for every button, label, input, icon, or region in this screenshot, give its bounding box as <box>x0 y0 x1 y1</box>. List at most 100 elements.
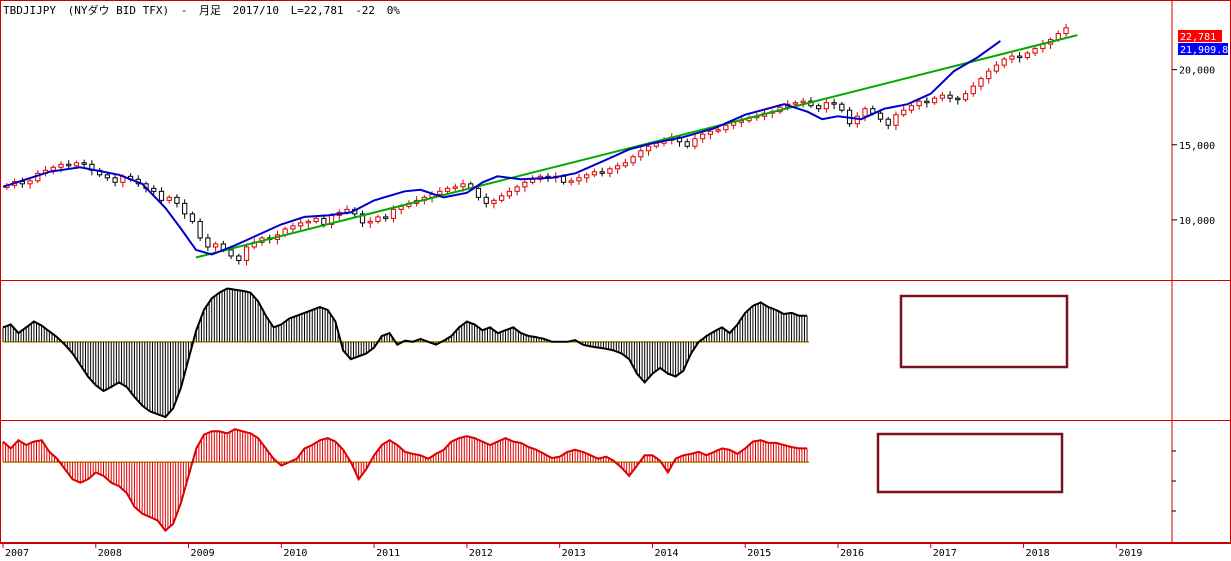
candle-body <box>1024 52 1031 59</box>
chart-frame <box>0 0 1231 544</box>
time-tick-label: 2011 <box>376 548 400 559</box>
header-name: (NYダウ BID TFX) <box>68 3 169 17</box>
highlight-boxes <box>876 294 1069 494</box>
candle-body <box>962 93 969 101</box>
candle-body <box>460 183 466 188</box>
candle-body <box>800 100 806 104</box>
candle-body <box>792 102 799 105</box>
header-period: 月足 <box>199 4 221 17</box>
candle-body <box>955 97 961 101</box>
last-price-tag-label: 22,781 <box>1180 32 1216 43</box>
candle-body <box>81 162 87 165</box>
time-tick-label: 2013 <box>562 548 586 559</box>
candle-body <box>1009 55 1015 60</box>
time-tick-label: 2019 <box>1118 548 1142 559</box>
candle-body <box>243 246 250 261</box>
highlight-box-oscillator-1 <box>899 294 1069 369</box>
candle-body <box>885 118 891 126</box>
candle-body <box>931 97 938 104</box>
candle-body <box>522 181 528 188</box>
candle-body <box>321 217 327 225</box>
last-price-tag <box>1178 30 1222 42</box>
time-tick-label: 2009 <box>191 548 215 559</box>
candle-body <box>298 222 304 227</box>
candlestick-series <box>4 23 1069 266</box>
candle-body <box>638 150 644 158</box>
candle-body <box>212 243 219 248</box>
candle-body <box>816 105 822 110</box>
candle-body <box>182 202 188 215</box>
header-change: -22 <box>355 4 375 17</box>
time-tick-label: 2014 <box>654 548 678 559</box>
candle-body <box>58 163 64 168</box>
candle-body <box>854 115 860 125</box>
candle-body <box>893 114 899 126</box>
oscillator-line <box>2 428 807 533</box>
highlight-box-oscillator-2 <box>876 432 1064 494</box>
candle-body <box>568 180 574 183</box>
candle-body <box>491 199 497 204</box>
candle-body <box>104 174 110 179</box>
candle-body <box>359 213 366 224</box>
moving-average-line <box>2 40 1001 256</box>
candle-body <box>1032 48 1038 54</box>
time-tick-label: 2016 <box>840 548 864 559</box>
candle-body <box>444 187 451 192</box>
candle-body <box>831 102 837 105</box>
time-tick-label: 2012 <box>469 548 493 559</box>
candle-body <box>622 162 628 167</box>
axis-ticks <box>2 69 1177 548</box>
candle-body <box>684 141 690 147</box>
chart-header: TBDJIJPY (NYダウ BID TFX) - 月足 2017/10 L=2… <box>3 3 400 17</box>
candle-body <box>475 187 482 198</box>
candle-body <box>978 78 984 87</box>
oscillator-1-bars <box>2 287 808 419</box>
candle-body <box>151 187 157 192</box>
ma-price-tag <box>1178 43 1228 55</box>
candle-body <box>591 171 598 176</box>
header-separator: - <box>181 4 188 17</box>
candle-body <box>189 213 196 222</box>
trendline <box>195 34 1078 259</box>
candle-body <box>723 124 729 131</box>
candle-body <box>305 220 312 224</box>
candle-body <box>236 255 242 261</box>
candle-body <box>197 220 203 239</box>
oscillator-line <box>2 287 807 419</box>
header-last: L=22,781 <box>291 4 344 17</box>
header-date: 2017/10 <box>233 4 279 17</box>
candle-body <box>313 217 319 222</box>
candle-body <box>707 130 714 135</box>
candle-body <box>112 177 118 183</box>
candle-body <box>630 156 636 164</box>
candle-body <box>970 85 976 95</box>
candle-body <box>1063 27 1069 35</box>
axis-labels: 10,000 15,000 20,000 2007 2008 2009 2010 2011 20… <box>5 66 1215 559</box>
candle-body <box>437 190 443 195</box>
candle-body <box>839 103 845 111</box>
time-tick-label: 2017 <box>933 548 957 559</box>
candle-body <box>1017 55 1023 59</box>
candle-body <box>599 171 605 174</box>
candle-body <box>73 162 80 167</box>
time-tick-label: 2008 <box>98 548 122 559</box>
candle-body <box>576 177 582 182</box>
price-tick-label: 15,000 <box>1179 141 1215 152</box>
candle-body <box>452 186 458 189</box>
candle-body <box>228 249 234 257</box>
candle-body <box>924 100 930 104</box>
candle-body <box>375 216 381 222</box>
candle-body <box>715 129 721 132</box>
price-tick-label: 20,000 <box>1179 66 1215 77</box>
candle-body <box>901 109 907 116</box>
time-tick-label: 2010 <box>283 548 307 559</box>
candle-body <box>692 138 698 147</box>
candle-body <box>390 208 397 219</box>
candle-body <box>499 195 505 201</box>
candle-body <box>986 70 992 80</box>
candle-body <box>205 237 211 248</box>
candle-body <box>27 180 33 185</box>
candle-body <box>584 174 590 179</box>
candle-body <box>908 105 915 111</box>
